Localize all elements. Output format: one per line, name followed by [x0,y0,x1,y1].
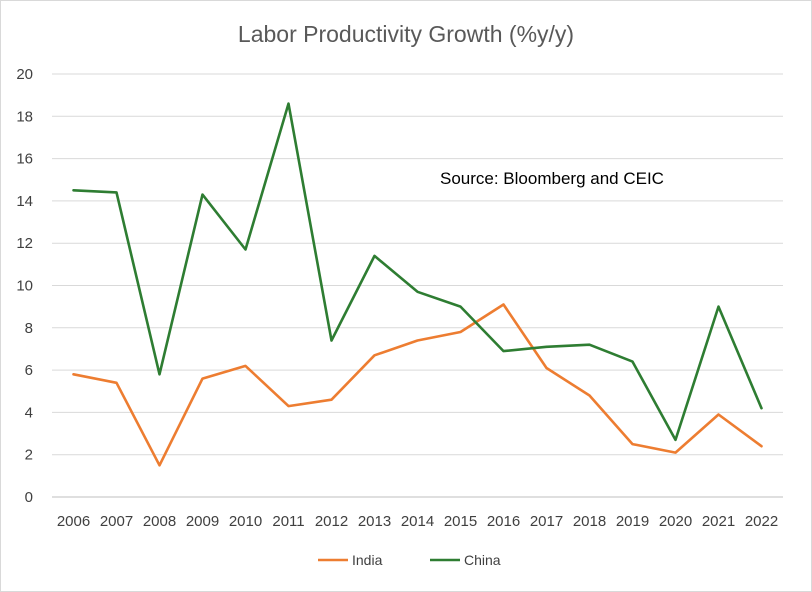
y-tick-label: 18 [16,108,33,125]
x-tick-label: 2012 [315,513,348,530]
x-tick-label: 2021 [702,513,735,530]
series-line-india [72,303,763,467]
x-axis-tick-labels: 2006 2007 2008 2009 2010 2011 2012 2013 2014 2015… [57,513,778,530]
y-tick-label: 20 [16,66,33,83]
y-tick-label: 12 [16,235,33,252]
y-tick-label: 2 [25,447,33,464]
x-tick-label: 2011 [272,513,304,530]
y-axis-tick-labels: 0 2 4 6 8 10 12 14 16 18 20 [16,66,33,506]
x-tick-label: 2022 [745,513,778,530]
series-line-china [72,102,763,442]
y-tick-label: 10 [16,278,33,295]
x-tick-label: 2010 [229,513,262,530]
legend: India China [318,552,501,568]
x-tick-label: 2006 [57,513,90,530]
x-tick-label: 2020 [659,513,692,530]
y-tick-label: 16 [16,151,33,168]
x-tick-label: 2009 [186,513,219,530]
chart-title: Labor Productivity Growth (%y/y) [238,21,574,47]
x-tick-label: 2014 [401,513,434,530]
gridlines [52,73,783,498]
x-tick-label: 2008 [143,513,176,530]
x-tick-label: 2013 [358,513,391,530]
x-tick-label: 2016 [487,513,520,530]
legend-label-china: China [464,552,501,568]
y-tick-label: 0 [25,489,33,506]
series-lines [72,102,763,467]
x-tick-label: 2018 [573,513,606,530]
y-tick-label: 4 [25,404,33,421]
source-annotation: Source: Bloomberg and CEIC [440,169,664,188]
x-tick-label: 2007 [100,513,133,530]
x-tick-label: 2017 [530,513,563,530]
y-tick-label: 6 [25,362,33,379]
legend-label-india: India [352,552,383,568]
x-tick-label: 2019 [616,513,649,530]
x-tick-label: 2015 [444,513,477,530]
y-tick-label: 8 [25,320,33,337]
y-tick-label: 14 [16,193,33,210]
